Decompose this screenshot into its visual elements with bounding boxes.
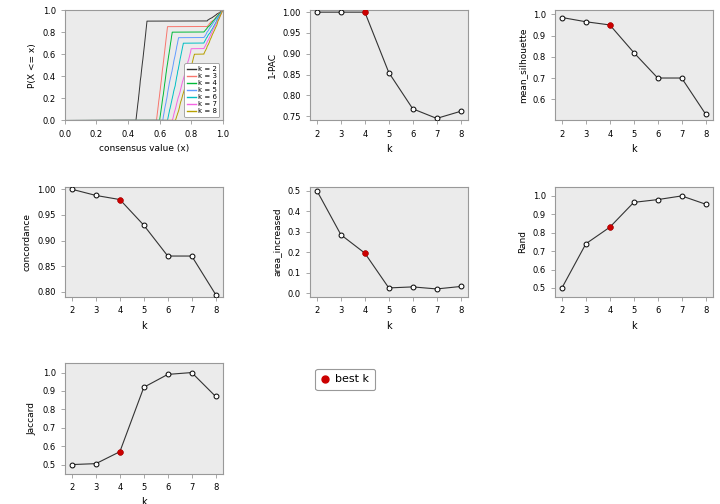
X-axis label: k: k (141, 321, 147, 331)
Legend: best k: best k (315, 369, 375, 390)
Y-axis label: 1-PAC: 1-PAC (268, 52, 276, 78)
X-axis label: k: k (386, 321, 392, 331)
Y-axis label: mean_silhouette: mean_silhouette (518, 28, 527, 103)
Y-axis label: Rand: Rand (518, 230, 527, 254)
Legend: k = 2, k = 3, k = 4, k = 5, k = 6, k = 7, k = 8: k = 2, k = 3, k = 4, k = 5, k = 6, k = 7… (184, 63, 220, 117)
Y-axis label: concordance: concordance (23, 213, 32, 271)
X-axis label: k: k (141, 497, 147, 504)
Y-axis label: Jaccard: Jaccard (28, 402, 37, 435)
Y-axis label: P(X <= x): P(X <= x) (28, 43, 37, 88)
X-axis label: consensus value (x): consensus value (x) (99, 144, 189, 153)
X-axis label: k: k (386, 144, 392, 154)
Y-axis label: area_increased: area_increased (273, 208, 282, 276)
X-axis label: k: k (631, 144, 636, 154)
X-axis label: k: k (631, 321, 636, 331)
